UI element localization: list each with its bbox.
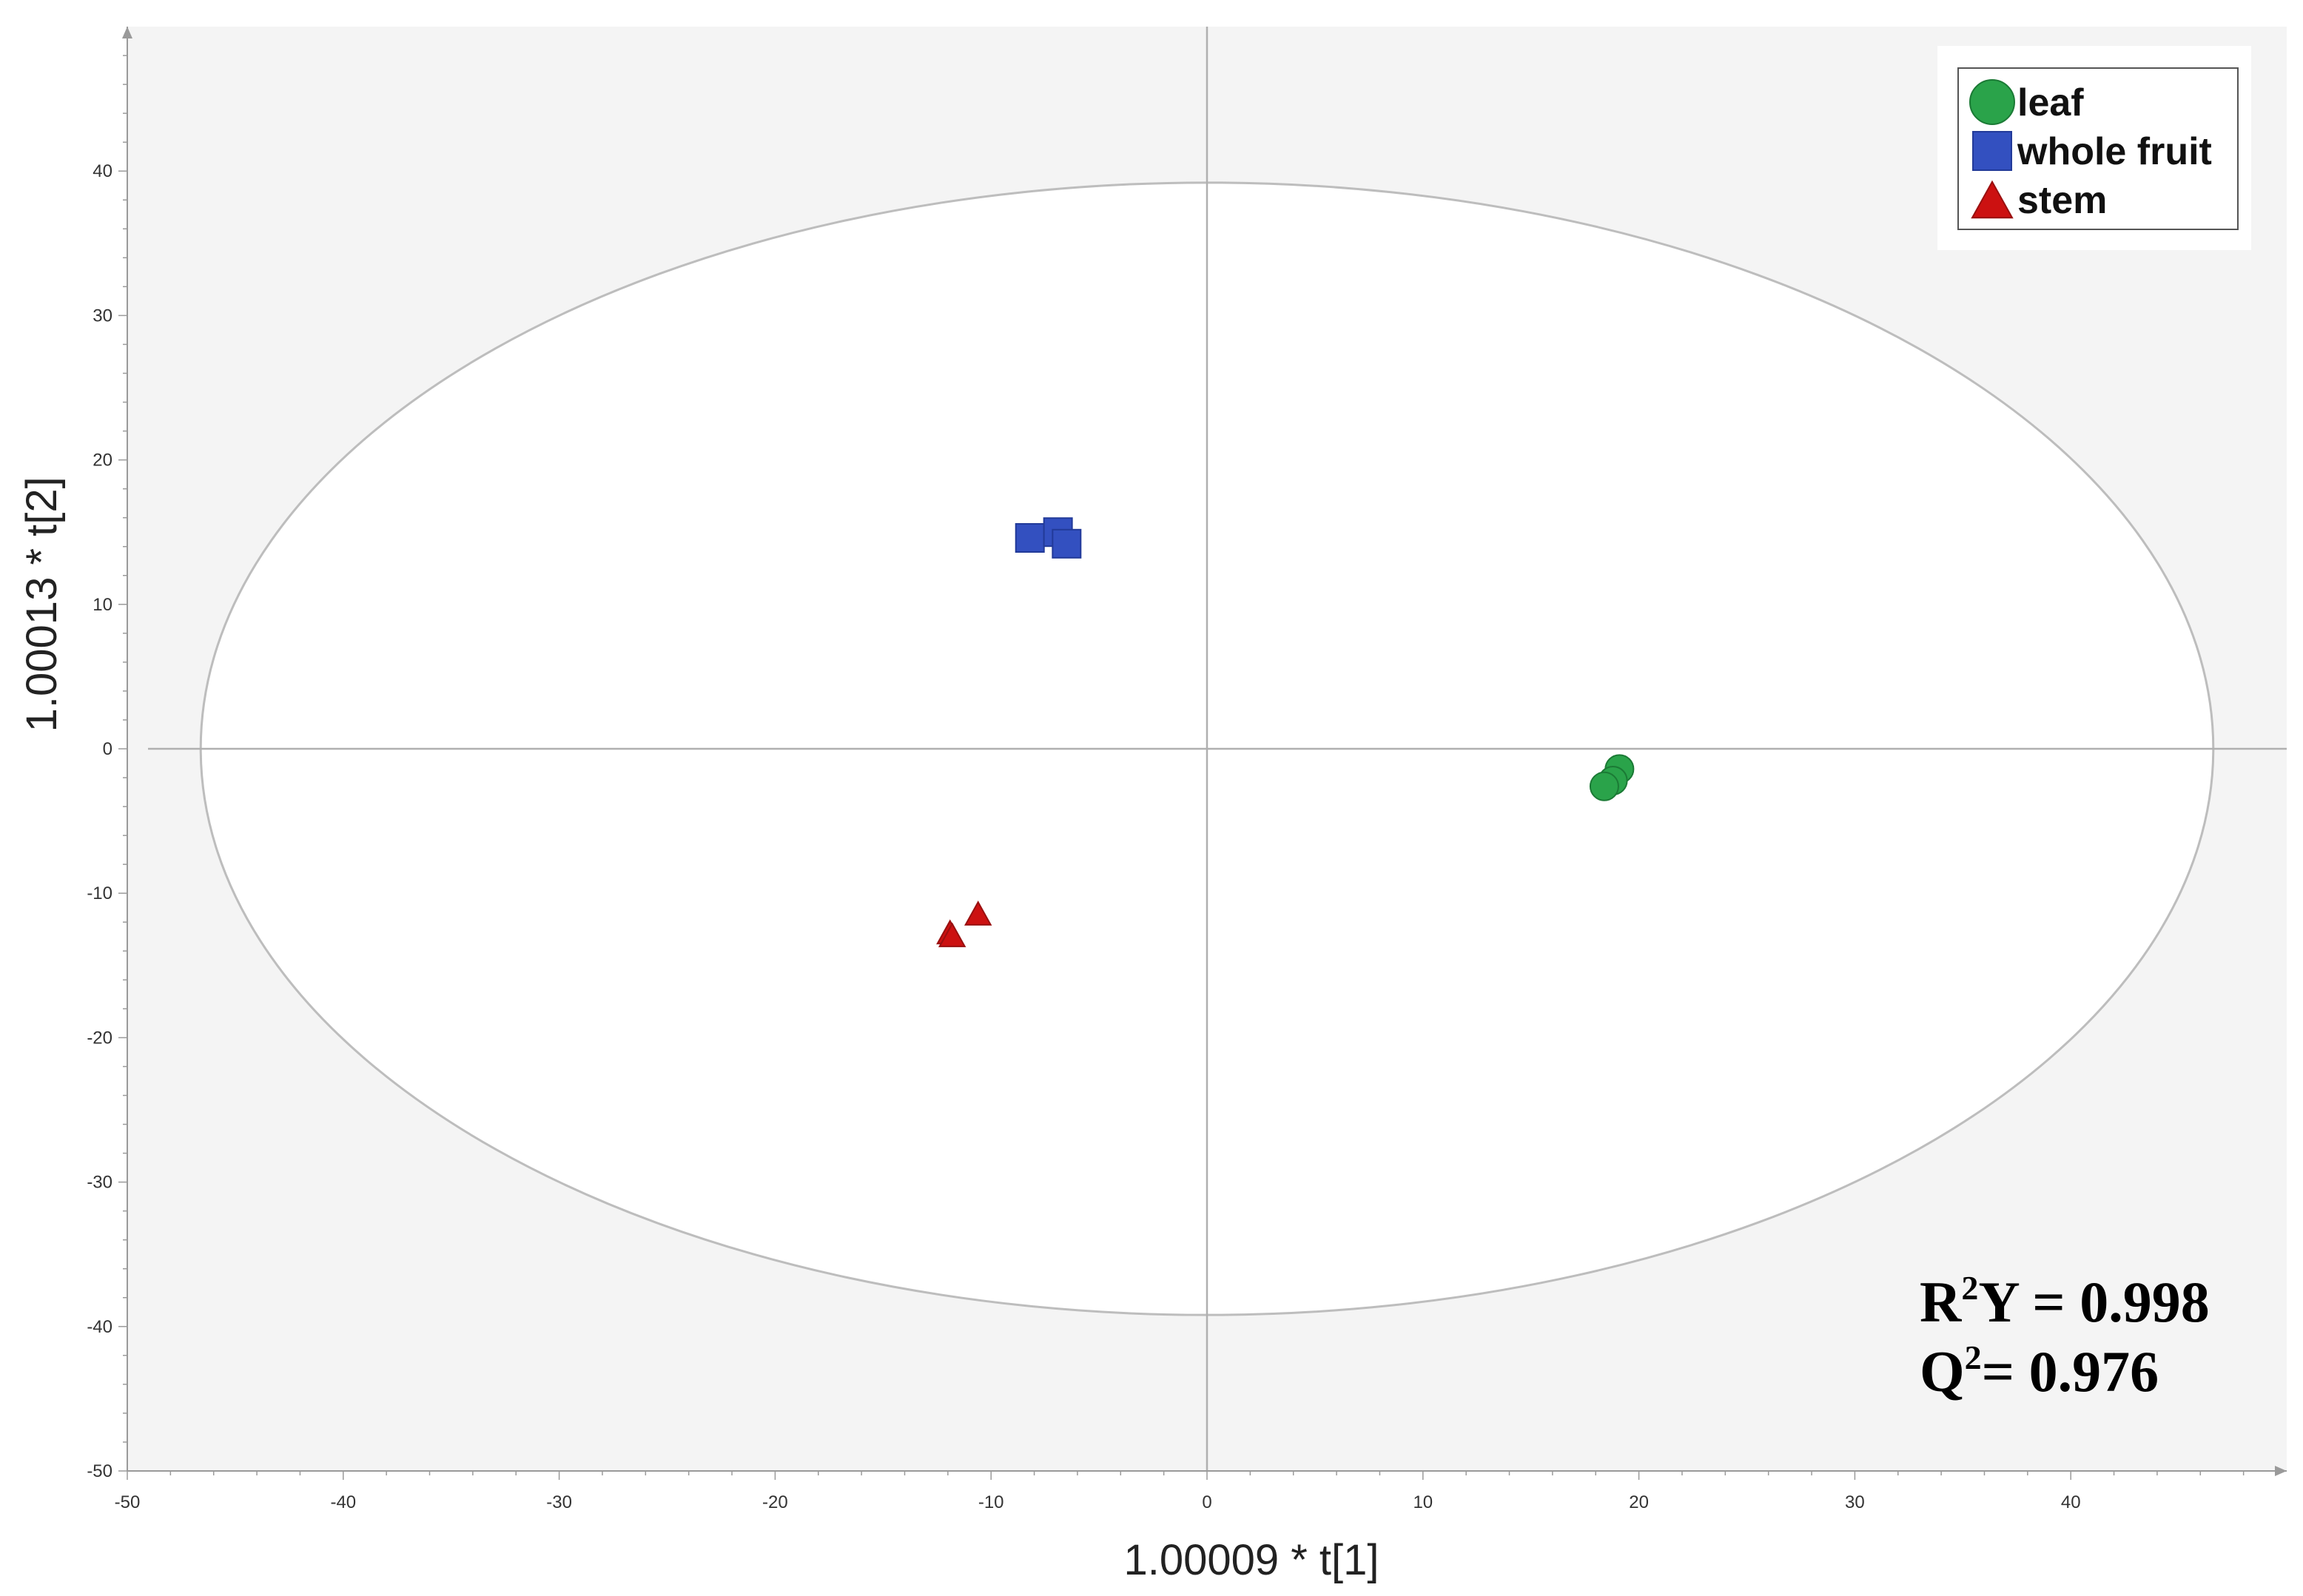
whole-fruit-point <box>1015 523 1045 553</box>
whole-fruit-point <box>1052 528 1082 559</box>
r2y-annotation: R2Y = 0.998 <box>1920 1269 2210 1334</box>
stem-point <box>964 900 992 926</box>
y-tick-label: 20 <box>93 451 112 471</box>
legend-label: whole fruit <box>2017 130 2212 173</box>
legend: leaf whole fruit stem <box>1937 46 2251 250</box>
y-tick-label: -30 <box>87 1173 112 1193</box>
leaf-legend-marker <box>1969 79 2015 125</box>
x-tick-label: 0 <box>1202 1492 1211 1512</box>
stem-legend-marker <box>1971 180 2014 219</box>
r2y-superscript: 2 <box>1961 1269 1978 1307</box>
q2-annotation: Q2= 0.976 <box>1920 1339 2159 1404</box>
y-tick-label: -40 <box>87 1317 112 1337</box>
x-tick-label: 40 <box>2061 1492 2081 1512</box>
x-tick-label: 20 <box>1629 1492 1649 1512</box>
q2-superscript: 2 <box>1965 1339 1982 1376</box>
x-tick-label: -50 <box>115 1492 141 1512</box>
r2y-value: Y = 0.998 <box>1978 1270 2209 1334</box>
q2-value: = 0.976 <box>1982 1339 2159 1404</box>
legend-label: leaf <box>2017 81 2084 124</box>
x-tick-label: 30 <box>1845 1492 1865 1512</box>
r2y-prefix: R <box>1920 1270 1963 1334</box>
y-tick-label: 40 <box>93 161 112 181</box>
y-tick-label: 30 <box>93 306 112 326</box>
y-axis-title: 1.00013 * t[2] <box>18 477 66 732</box>
x-tick-label: -30 <box>546 1492 572 1512</box>
legend-label: stem <box>2017 179 2107 222</box>
q2-prefix: Q <box>1920 1339 1965 1404</box>
leaf-point <box>1589 771 1619 801</box>
whole-fruit-legend-marker <box>1972 131 2012 171</box>
x-tick-label: 10 <box>1413 1492 1433 1512</box>
x-tick-label: -20 <box>762 1492 788 1512</box>
y-tick-label: 10 <box>93 595 112 615</box>
x-axis-title: 1.00009 * t[1] <box>1123 1536 1379 1584</box>
y-axis-arrow <box>122 27 132 38</box>
x-axis-arrow <box>2275 1466 2287 1476</box>
y-tick-label: -20 <box>87 1028 112 1048</box>
stem-point <box>938 922 966 948</box>
y-tick-label: -10 <box>87 883 112 903</box>
y-tick-label: -50 <box>87 1461 112 1481</box>
x-tick-label: -10 <box>978 1492 1004 1512</box>
y-tick-label: 0 <box>103 739 112 759</box>
x-tick-label: -40 <box>330 1492 356 1512</box>
